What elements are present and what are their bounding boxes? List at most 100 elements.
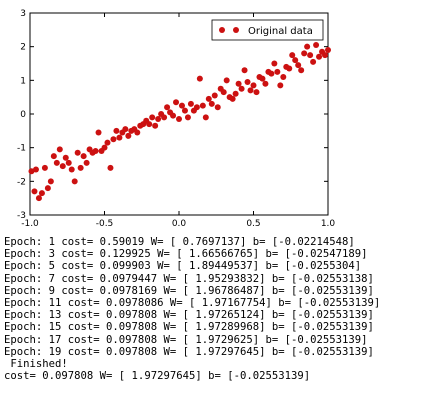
x-tick-label: -0.5 bbox=[96, 219, 114, 229]
data-point bbox=[146, 121, 153, 128]
scatter-chart: -1.0 -0.5 0.0 0.5 1.0 3 2 1 0 -1 -2 -3 Original dat… bbox=[17, 9, 335, 229]
data-point bbox=[244, 79, 251, 86]
data-point bbox=[173, 99, 180, 106]
data-point bbox=[313, 41, 320, 48]
data-point bbox=[164, 104, 171, 111]
data-point bbox=[83, 159, 90, 166]
console-line: Epoch: 5 cost= 0.099903 W= [ 1.89449537]… bbox=[4, 260, 362, 273]
console-output: Epoch: 1 cost= 0.59019 W= [ 0.7697137] b… bbox=[4, 236, 434, 382]
data-point bbox=[107, 164, 114, 171]
data-point bbox=[152, 122, 159, 129]
data-point bbox=[268, 70, 275, 77]
data-point bbox=[74, 149, 81, 156]
console-line: Finished! bbox=[4, 358, 68, 371]
data-point bbox=[95, 129, 102, 136]
data-point bbox=[280, 73, 287, 80]
y-tick-label: -1 bbox=[17, 144, 26, 154]
data-point bbox=[176, 116, 182, 123]
plot-background bbox=[29, 12, 329, 216]
data-points bbox=[28, 41, 331, 202]
data-point bbox=[53, 159, 60, 166]
data-point bbox=[80, 153, 87, 160]
data-point bbox=[289, 52, 296, 59]
data-point bbox=[322, 52, 329, 59]
data-point bbox=[199, 102, 206, 109]
data-point bbox=[71, 178, 78, 185]
data-point bbox=[196, 75, 203, 82]
y-tick-label: -2 bbox=[17, 177, 26, 187]
console-line: Epoch: 15 cost= 0.097808 W= [ 1.97289968… bbox=[4, 321, 374, 334]
data-point bbox=[211, 92, 218, 99]
legend: Original data bbox=[211, 19, 324, 41]
data-point bbox=[298, 67, 305, 74]
x-tick-label: -1.0 bbox=[21, 219, 39, 229]
console-line: Epoch: 11 cost= 0.0978086 W= [ 1.9716775… bbox=[4, 297, 381, 310]
data-point bbox=[68, 166, 75, 173]
data-point bbox=[113, 127, 120, 134]
data-point bbox=[77, 164, 84, 171]
x-tick-label: 0.5 bbox=[246, 219, 260, 229]
data-point bbox=[161, 114, 168, 121]
console-line: Epoch: 7 cost= 0.0979447 W= [ 1.95293832… bbox=[4, 272, 374, 285]
data-point bbox=[31, 188, 38, 195]
data-point bbox=[307, 52, 314, 59]
data-point bbox=[277, 82, 284, 89]
data-point bbox=[301, 50, 308, 57]
legend-label: Original data bbox=[248, 26, 313, 37]
data-point bbox=[202, 114, 209, 121]
data-point bbox=[316, 53, 323, 60]
legend-box bbox=[211, 19, 324, 41]
y-tick-label: 2 bbox=[20, 43, 26, 53]
data-point bbox=[229, 95, 236, 102]
data-point bbox=[184, 114, 191, 121]
data-point bbox=[41, 164, 48, 171]
data-point bbox=[116, 134, 123, 141]
data-point bbox=[92, 148, 99, 155]
data-point bbox=[187, 100, 194, 107]
data-point bbox=[38, 190, 45, 197]
data-point bbox=[223, 77, 230, 84]
data-point bbox=[193, 104, 200, 111]
data-point bbox=[134, 129, 141, 136]
data-point bbox=[65, 159, 72, 166]
data-point bbox=[262, 80, 269, 87]
data-point bbox=[286, 65, 293, 72]
data-point bbox=[170, 112, 177, 119]
data-point bbox=[44, 185, 51, 192]
legend-marker bbox=[219, 27, 225, 33]
data-point bbox=[247, 87, 254, 94]
legend-marker bbox=[233, 27, 239, 33]
data-point bbox=[232, 90, 239, 97]
console-line: Epoch: 1 cost= 0.59019 W= [ 0.7697137] b… bbox=[4, 236, 355, 248]
console-line: Epoch: 19 cost= 0.097808 W= [ 1.97297645… bbox=[4, 345, 374, 358]
data-point bbox=[178, 102, 185, 109]
data-point bbox=[304, 43, 311, 50]
y-tick-label: 1 bbox=[20, 76, 26, 86]
data-point bbox=[241, 67, 248, 74]
data-point bbox=[50, 153, 57, 160]
data-point bbox=[310, 58, 317, 65]
data-point bbox=[125, 132, 132, 139]
data-point bbox=[253, 89, 260, 96]
plot-frame bbox=[29, 12, 329, 216]
data-point bbox=[32, 166, 39, 173]
data-point bbox=[155, 116, 162, 123]
data-point bbox=[259, 75, 266, 82]
data-point bbox=[205, 95, 212, 102]
data-point bbox=[62, 154, 69, 161]
data-point bbox=[181, 107, 188, 114]
data-point bbox=[59, 163, 66, 170]
data-point bbox=[271, 60, 278, 67]
data-point bbox=[292, 57, 299, 64]
console-line: Epoch: 9 cost= 0.0978169 W= [ 1.96786487… bbox=[4, 284, 374, 297]
console-line: Epoch: 17 cost= 0.097808 W= [ 1.9729625]… bbox=[4, 333, 368, 346]
y-tick-label: 0 bbox=[20, 110, 26, 120]
data-point bbox=[214, 104, 221, 111]
data-point bbox=[220, 89, 227, 96]
data-point bbox=[101, 144, 108, 151]
data-point bbox=[250, 82, 257, 89]
x-tick-label: 0.0 bbox=[172, 219, 187, 229]
data-point bbox=[104, 139, 111, 146]
data-point bbox=[47, 178, 54, 185]
console-line: Epoch: 13 cost= 0.097808 W= [ 1.97265124… bbox=[4, 309, 374, 322]
